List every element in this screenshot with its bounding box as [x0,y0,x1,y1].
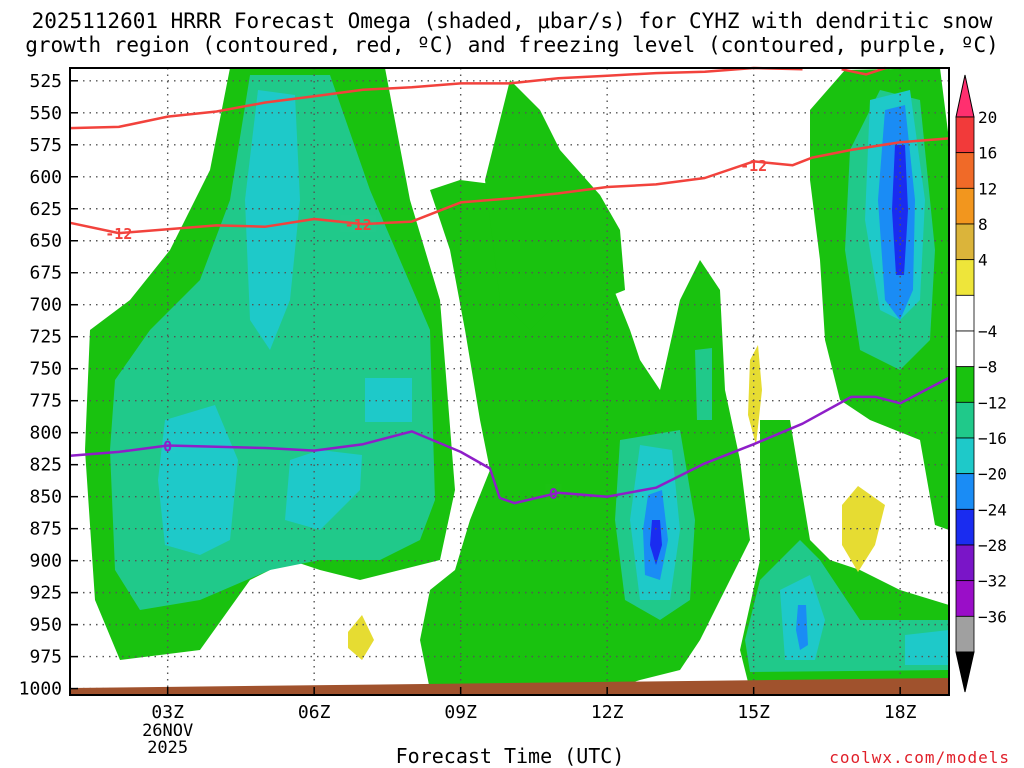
colorbar-label: −8 [978,358,997,377]
y-tick-label: 850 [29,487,62,508]
y-tick-label: 675 [29,263,62,284]
y-tick-label: 650 [29,231,62,252]
colorbar-segment [955,152,975,189]
colorbar-label: −32 [978,572,1007,591]
y-tick-label: 925 [29,583,62,604]
y-tick-label: 950 [29,615,62,636]
x-tick-label: 12Z [591,702,624,723]
y-tick-label: 875 [29,519,62,540]
y-tick-label: 1000 [19,679,62,700]
colorbar-label: −4 [978,322,997,341]
y-tick-label: 900 [29,551,62,572]
y-tick-label: 825 [29,455,62,476]
colorbar-extend-top [955,74,975,118]
contour-label: -12 [345,216,372,234]
y-tick-label: 775 [29,391,62,412]
colorbar-label: −12 [978,393,1007,412]
colorbar-label: 8 [978,215,988,234]
x-tick-label: 03Z [151,702,184,723]
y-tick-label: 800 [29,423,62,444]
colorbar-segment [955,223,975,261]
x-tick-label: 09Z [444,702,477,723]
y-tick-label: 700 [29,295,62,316]
omega-shade-cyan [158,405,238,555]
contour-line [841,66,886,76]
omega-shade-yellow [348,615,374,660]
contour-label: 0 [163,437,172,455]
colorbar-label: −16 [978,429,1007,448]
x-tick-label: 15Z [737,702,770,723]
colorbar-segment [955,366,975,403]
y-tick-label: 575 [29,135,62,156]
source-credit: coolwx.com/models [829,748,1010,767]
colorbar-label: −24 [978,500,1007,519]
x-tick-date-label: 2025 [147,738,188,758]
contour-line [69,66,803,130]
chart-title-line-1: 2025112601 HRRR Forecast Omega (shaded, … [31,9,993,33]
colorbar-label: 20 [978,108,997,127]
colorbar-segment [955,580,975,617]
contour-line [69,376,950,505]
colorbar-segment [955,437,975,475]
omega-shade-cyan [905,630,949,665]
y-axis: 525 550 575 600 625 650 675 700 725 750 775 800 825 8… [19,71,78,700]
omega-shade-teal [695,348,712,420]
colorbar-segment [955,473,975,510]
colorbar-label: −36 [978,607,1007,626]
contour-label: 0 [549,485,558,503]
colorbar-segment [955,508,975,546]
y-tick-label: 625 [29,199,62,220]
colorbar-label: −28 [978,536,1007,555]
grid-lines [70,68,949,695]
contour-line [69,137,950,235]
chart-title-line-2: growth region (contoured, red, ºC) and f… [25,33,999,57]
colorbar-label: 16 [978,144,997,163]
omega-shade-green [485,80,625,330]
omega-shade-deep-blue [650,520,662,565]
ground-surface [70,678,949,695]
colorbar-segment [955,401,975,439]
omega-shade-cyan [245,90,300,350]
contour-label: -12 [740,157,767,175]
colorbar-segment [955,294,975,332]
y-tick-label: 525 [29,71,62,92]
y-tick-label: 550 [29,103,62,124]
contour-lines: -12 -12 -12 0 0 [69,66,950,505]
omega-shade-blue [796,605,808,650]
plot-frame [69,67,950,696]
omega-shade-yellow [748,345,762,445]
colorbar-segment [955,259,975,296]
colorbar-segment [955,330,975,368]
colorbar-label: −20 [978,465,1007,484]
colorbar-label: 4 [978,251,988,270]
x-tick-label: 06Z [298,702,331,723]
contour-label: -12 [105,225,132,243]
colorbar-label: 12 [978,179,997,198]
x-axis-title: Forecast Time (UTC) [395,744,625,768]
colorbar-extend-bottom [955,651,975,693]
colorbar-segment [955,615,975,653]
y-tick-label: 600 [29,167,62,188]
omega-shade-cyan [285,450,362,530]
y-tick-label: 750 [29,359,62,380]
omega-shade-deep-blue [892,145,908,275]
x-tick-label: 18Z [884,702,917,723]
y-tick-label: 725 [29,327,62,348]
y-tick-label: 975 [29,647,62,668]
colorbar-segment [955,187,975,225]
colorbar: 20 16 12 8 4 −4 −8 −12 −16 −20 −24 −28 −32 −36 [955,74,1007,693]
colorbar-segment [955,544,975,582]
colorbar-segment [955,116,975,154]
x-tick-date-label: 26NOV [142,721,193,741]
